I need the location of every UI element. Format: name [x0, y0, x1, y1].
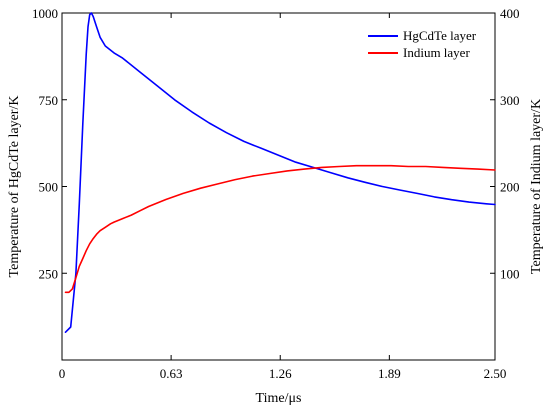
- series-line-indium: [64, 164, 496, 294]
- x-tick-label: 0.63: [160, 366, 183, 381]
- y-axis-left-label: Temperature of HgCdTe layer/K: [7, 96, 22, 278]
- legend-label-hgcdte: HgCdTe layer: [403, 28, 477, 43]
- legend: HgCdTe layer Indium layer: [368, 28, 477, 60]
- y-left-tick-label: 500: [39, 180, 59, 195]
- y-left-tick-label: 1000: [32, 6, 58, 21]
- y-right-tick-label: 400: [500, 6, 520, 21]
- legend-label-indium: Indium layer: [403, 45, 470, 60]
- y-left-tick-label: 750: [39, 93, 59, 108]
- y-right-tick-label: 300: [500, 93, 520, 108]
- y-right-tick-label: 100: [500, 266, 520, 281]
- y-left-tick-label: 250: [39, 266, 59, 281]
- y-right-tick-label: 200: [500, 180, 520, 195]
- x-tick-label: 1.89: [378, 366, 401, 381]
- axis-ticks: [61, 12, 496, 360]
- series-layer: [64, 12, 496, 334]
- x-tick-label: 1.26: [269, 366, 292, 381]
- x-tick-label: 2.50: [484, 366, 507, 381]
- x-axis-label: Time/μs: [256, 391, 302, 406]
- x-tick-label: 0: [59, 366, 66, 381]
- tick-labels: 0 0.63 1.26 1.89 2.50 250 500 750 1000 100 200 300 4…: [32, 6, 520, 381]
- series-line-hgcdte: [64, 12, 496, 334]
- plot-frame: [61, 12, 496, 361]
- y-axis-right-label: Temperature of Indium layer/K: [529, 99, 544, 274]
